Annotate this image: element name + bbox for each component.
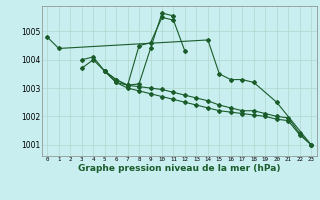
X-axis label: Graphe pression niveau de la mer (hPa): Graphe pression niveau de la mer (hPa) [78, 164, 280, 173]
